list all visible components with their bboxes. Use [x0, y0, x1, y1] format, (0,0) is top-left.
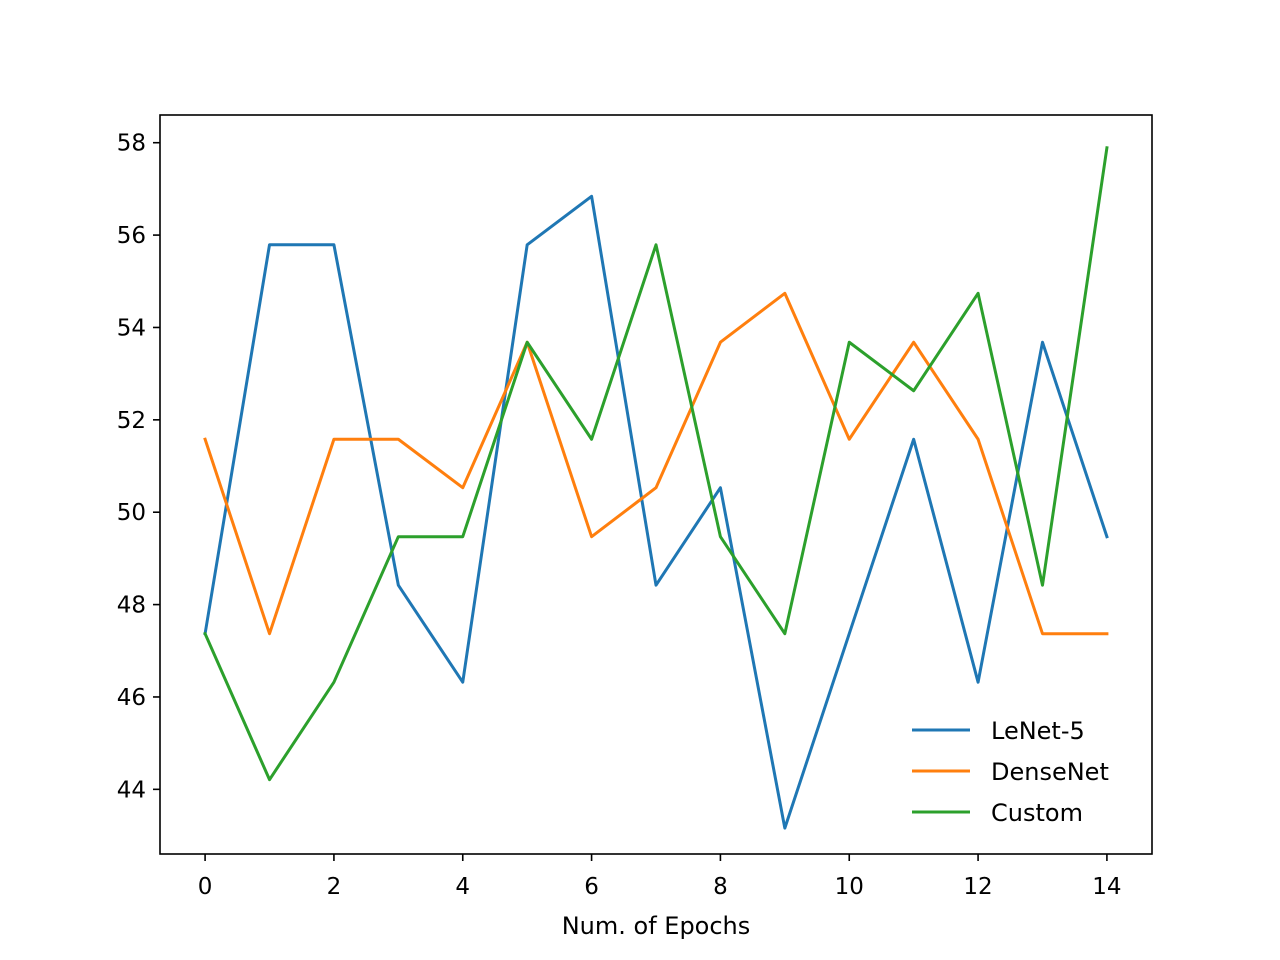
legend-label-lenet-5: LeNet-5: [991, 717, 1085, 745]
x-axis-label: Num. of Epochs: [562, 912, 751, 940]
x-axis-ticks: 0 2 4 6 8 10 12 14: [198, 854, 1122, 900]
y-tick-label: 44: [117, 777, 146, 803]
x-tick-label: 8: [713, 874, 728, 900]
plot-lines: [203, 146, 1109, 830]
legend-label-custom: Custom: [991, 799, 1083, 827]
y-tick-label: 50: [117, 500, 146, 526]
x-tick-label: 12: [963, 874, 992, 900]
series-line-lenet-5: [203, 194, 1109, 830]
plot-frame: [159, 114, 1153, 855]
y-tick-label: 52: [117, 408, 146, 434]
y-tick-label: 58: [117, 131, 146, 157]
x-tick-label: 0: [198, 874, 213, 900]
legend-label-densenet: DenseNet: [991, 758, 1109, 786]
series-line-custom: [203, 146, 1109, 782]
x-tick-label: 4: [455, 874, 470, 900]
x-tick-label: 10: [835, 874, 864, 900]
x-tick-label: 2: [327, 874, 342, 900]
x-tick-label: 6: [584, 874, 599, 900]
y-axis-ticks: 44 46 48 50 52 54 56 58: [117, 131, 160, 803]
x-tick-label: 14: [1092, 874, 1121, 900]
y-tick-label: 46: [117, 685, 146, 711]
series-line-densenet: [203, 291, 1109, 636]
y-tick-label: 48: [117, 593, 146, 619]
legend: LeNet-5 DenseNet Custom: [912, 717, 1109, 827]
y-tick-label: 56: [117, 223, 146, 249]
y-tick-label: 54: [117, 315, 146, 341]
